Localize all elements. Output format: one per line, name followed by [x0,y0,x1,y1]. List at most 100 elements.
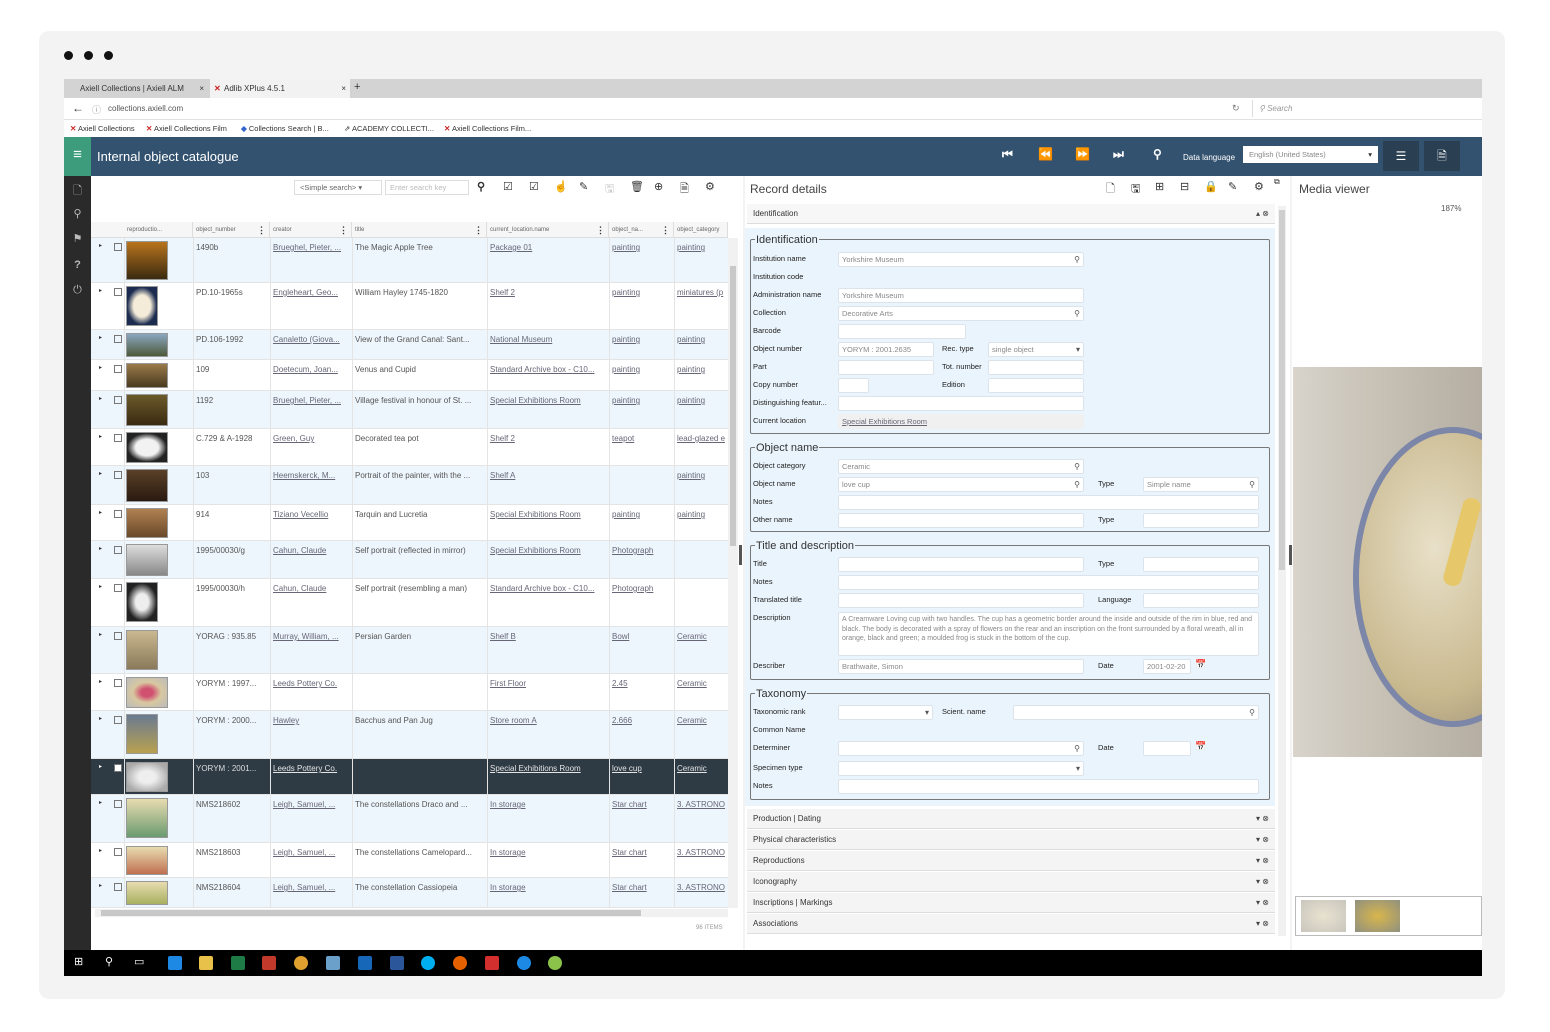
checked-icon[interactable]: ☑ [529,181,539,193]
title-field[interactable] [838,557,1084,572]
settings-icon[interactable]: ⚙ [1254,181,1264,193]
row-thumbnail[interactable] [126,333,168,357]
row-thumbnail[interactable] [126,544,168,576]
cell-location[interactable]: Standard Archive box - C10... [490,584,595,593]
cell-location[interactable]: First Floor [490,679,526,688]
notes-field[interactable] [838,495,1259,510]
cell-creator[interactable]: Murray, William, ... [273,632,339,641]
row-checkbox[interactable] [114,883,122,891]
collection-field[interactable]: Decorative Arts ⚲ [838,306,1084,321]
outlook-icon[interactable] [358,956,372,970]
row-checkbox[interactable] [114,396,122,404]
close-tab-icon[interactable]: × [341,84,346,93]
last-record-icon[interactable]: ⏭ [1113,147,1124,161]
row-checkbox[interactable] [114,546,122,554]
column-menu-icon[interactable]: ⋮ [596,225,605,235]
word-icon[interactable] [390,956,404,970]
other-name-field[interactable] [838,513,1084,528]
section-header-identification[interactable]: Identification ▴ ⊗ [747,204,1275,224]
lock-icon[interactable]: 🔒 [1204,181,1218,193]
cell-object-name[interactable]: Bowl [612,632,630,641]
expand-row-icon[interactable]: ▸ [99,288,103,294]
search-icon[interactable]: ⚲ [1153,147,1162,161]
cell-object-name[interactable]: Photograph [612,546,654,555]
cell-object-name[interactable]: Star chart [612,848,647,857]
cell-object-name[interactable]: 2.666 [612,716,633,725]
edge-icon[interactable] [168,956,182,970]
collapse-icon[interactable]: ▴ ⊗ [1256,209,1269,218]
cell-object-name[interactable]: 2.45 [612,679,628,688]
search-icon[interactable]: ⚲ [1249,708,1255,717]
row-thumbnail[interactable] [126,508,168,538]
cell-creator[interactable]: Leigh, Samuel, ... [273,800,336,809]
cell-location[interactable]: Standard Archive box - C10... [490,365,595,374]
date-field[interactable]: 2001-02-20 [1143,659,1191,674]
cell-category[interactable]: painting [677,243,706,252]
save-icon[interactable]: 🖫 [1131,183,1141,195]
row-checkbox[interactable] [114,584,122,592]
cell-category[interactable]: Ceramic [677,632,707,641]
expand-icon[interactable]: ▾ ⊗ [1256,877,1269,886]
expand-row-icon[interactable]: ▸ [99,584,103,590]
search-icon[interactable]: ⚲ [1074,309,1080,318]
cell-location[interactable]: Special Exhibitions Room [490,546,581,555]
cell-creator[interactable]: Engleheart, Geo... [273,288,338,297]
edit-icon[interactable]: ✎ [579,181,589,193]
object-number-field[interactable]: YORYM : 2001.2635 [838,342,934,357]
notes-field[interactable] [838,575,1259,590]
table-row[interactable]: ▸ YORYM : 2000... Hawley Bacchus and Pan Ju… [91,711,728,759]
search-mode-select[interactable]: <Simple search> ▾ [294,180,382,195]
cell-category[interactable]: Ceramic [677,764,707,773]
column-menu-icon[interactable]: ⋮ [257,225,266,235]
row-thumbnail[interactable] [126,762,168,792]
cell-location[interactable]: Package 01 [490,243,533,252]
section-header[interactable]: Production | Dating ▾ ⊗ [747,809,1275,829]
cell-creator[interactable]: Heemskerck, M... [273,471,336,480]
column-menu-icon[interactable]: ⋮ [661,225,670,235]
cell-creator[interactable]: Brueghel, Pieter, ... [273,396,342,405]
row-checkbox[interactable] [114,716,122,724]
expand-row-icon[interactable]: ▸ [99,679,103,685]
current-location-link[interactable]: Special Exhibitions Room [842,417,928,426]
skype-icon[interactable] [421,956,435,970]
search-icon[interactable]: ⚲ [477,181,486,193]
cell-creator[interactable]: Leigh, Samuel, ... [273,848,336,857]
object-category-field[interactable]: Ceramic ⚲ [838,459,1084,474]
cell-creator[interactable]: Hawley [273,716,300,725]
cell-category[interactable]: painting [677,471,706,480]
acrobat-icon[interactable] [485,956,499,970]
table-row[interactable]: ▸ 1490b Brueghel, Pieter, ... The Magic App… [91,238,728,283]
excel-icon[interactable] [231,956,245,970]
cell-location[interactable]: Shelf B [490,632,516,641]
notes-field[interactable] [838,779,1259,794]
section-header[interactable]: Associations ▾ ⊗ [747,914,1275,934]
table-row[interactable]: ▸ C.729 & A-1928 Green, Guy Decorated tea p… [91,429,728,466]
edition-field[interactable] [988,378,1084,393]
hamburger-menu-icon[interactable]: ≡ [64,137,91,176]
row-checkbox[interactable] [114,632,122,640]
settings-icon[interactable]: ⚙ [705,181,715,193]
cell-category[interactable]: 3. ASTRONO [677,800,725,809]
rec-type-field[interactable]: single object ▾ [988,342,1084,357]
row-thumbnail[interactable] [126,677,168,708]
edit-icon[interactable]: ✎ [1228,181,1238,193]
cell-category[interactable]: 3. ASTRONO [677,883,725,892]
expand-all-icon[interactable]: ⊞ [1155,181,1165,193]
expand-row-icon[interactable]: ▸ [99,396,103,402]
search-icon[interactable]: ⚲ [1074,744,1080,753]
close-tab-icon[interactable]: × [199,84,204,93]
expand-icon[interactable]: ▾ ⊗ [1256,835,1269,844]
search-key-input[interactable]: Enter search key [385,180,469,195]
expand-row-icon[interactable]: ▸ [99,883,103,889]
current-location-field[interactable]: Special Exhibitions Room [838,414,1084,429]
cell-object-name[interactable]: painting [612,243,641,252]
taxonomic-rank-field[interactable]: ▾ [838,705,933,720]
chevron-down-icon[interactable]: ▾ [1075,764,1080,773]
section-header[interactable]: Inscriptions | Markings ▾ ⊗ [747,893,1275,913]
row-checkbox[interactable] [114,679,122,687]
cell-creator[interactable]: Green, Guy [273,434,315,443]
administration-name-field[interactable]: Yorkshire Museum [838,288,1084,303]
collapse-all-icon[interactable]: ⊟ [1180,181,1190,193]
cell-location[interactable]: Shelf A [490,471,516,480]
cell-category[interactable]: painting [677,396,706,405]
